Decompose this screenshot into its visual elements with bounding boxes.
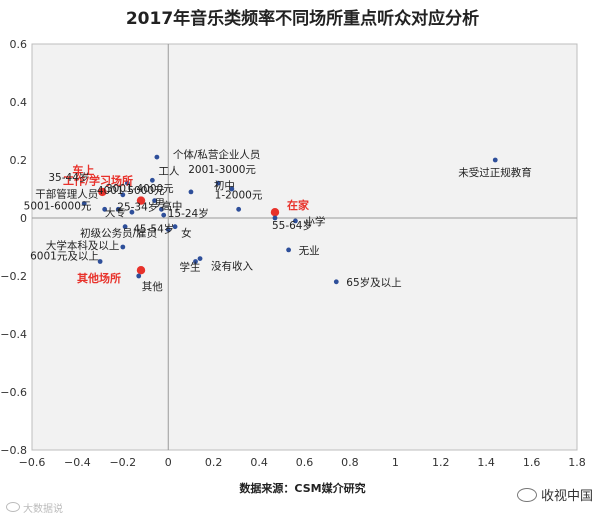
audience-label: 干部管理人员 <box>35 188 98 201</box>
audience-label: 工人 <box>158 165 179 177</box>
audience-label: 35-44岁 <box>48 171 89 184</box>
audience-label: 6001元及以上 <box>30 251 99 263</box>
audience-point <box>136 273 142 279</box>
audience-label: 大专 <box>105 206 126 219</box>
audience-point <box>97 259 103 264</box>
x-tick-label: 0 <box>165 456 172 469</box>
audience-point <box>149 177 155 183</box>
y-tick-label: 0 <box>20 212 27 225</box>
audience-label: 45-54岁 <box>133 223 174 236</box>
audience-point <box>115 206 121 212</box>
watermark-right: 收视中国 <box>516 485 593 504</box>
location-point <box>136 196 146 205</box>
y-tick-label: 0.4 <box>10 96 28 109</box>
audience-label: 4001-5000元 <box>97 185 165 197</box>
audience-point <box>122 224 128 230</box>
audience-point <box>152 198 158 204</box>
audience-point <box>236 206 242 212</box>
audience-point <box>129 209 135 215</box>
wechat-icon <box>516 488 537 502</box>
y-tick-label: −0.4 <box>0 328 27 341</box>
audience-label: 初中 <box>214 179 235 192</box>
y-tick-label: 0.6 <box>10 38 28 51</box>
x-tick-label: −0.6 <box>19 456 46 469</box>
audience-label: 没有收入 <box>211 260 253 273</box>
x-tick-label: 1.8 <box>568 456 586 469</box>
y-tick-label: −0.2 <box>0 270 27 283</box>
tick-labels: −0.6 −0.4 −0.2 0 0.2 0.4 0.6 0.8 1 1.2 1.4 1.6 1.8 −0… <box>0 38 585 469</box>
x-tick-label: 1.4 <box>477 456 495 469</box>
audience-point <box>161 212 167 218</box>
audience-label: 大学本科及以上 <box>46 239 120 252</box>
location-label: 其他场所 <box>77 271 121 285</box>
audience-point <box>188 189 194 195</box>
y-tick-label: 0.2 <box>10 154 28 167</box>
audience-point <box>215 180 221 186</box>
audience-label: 15-24岁 <box>168 207 209 220</box>
audience-label: 其他 <box>142 280 163 293</box>
audience-label: 25-34岁 <box>117 200 158 213</box>
location-point <box>136 266 146 275</box>
audience-label: 高中 <box>161 199 182 212</box>
audience-label: 未受过正规教育 <box>458 166 532 179</box>
scatter-chart: −0.6 −0.4 −0.2 0 0.2 0.4 0.6 0.8 1 1.2 1.4 1.6 1.8 −0… <box>0 38 585 469</box>
audience-point <box>159 206 164 212</box>
x-tick-label: −0.4 <box>64 456 91 469</box>
x-tick-label: 0.6 <box>296 456 314 469</box>
audience-label: 初级公务员/雇员 <box>80 227 157 240</box>
audience-point <box>286 247 292 253</box>
location-point <box>270 208 280 217</box>
location-label: 在家 <box>287 198 310 212</box>
audience-point <box>172 224 178 230</box>
audience-point <box>197 256 203 261</box>
watermark-left: 大数据说 <box>6 500 63 515</box>
x-tick-label: 0.8 <box>341 456 359 469</box>
y-tick-label: −0.6 <box>0 386 27 399</box>
location-label: 工作/学习场所 <box>63 174 133 188</box>
x-tick-label: 1.2 <box>432 456 450 469</box>
x-tick-label: 0.4 <box>250 456 268 469</box>
data-points <box>81 154 498 285</box>
watermark-right-label: 收视中国 <box>540 489 593 504</box>
audience-label: 3001-4000元 <box>106 183 174 195</box>
audience-point <box>102 206 108 212</box>
x-tick-label: 1 <box>392 456 399 469</box>
y-tick-label: −0.8 <box>0 444 27 457</box>
x-tick-label: 0.2 <box>205 456 223 469</box>
watermark-left-label: 大数据说 <box>23 504 63 515</box>
audience-point <box>272 215 278 221</box>
audience-label: 2001-3000元 <box>188 164 256 176</box>
x-tick-label: 1.6 <box>523 456 541 469</box>
audience-point <box>120 192 126 198</box>
audience-point <box>165 227 171 233</box>
audience-point <box>124 180 130 186</box>
audience-label: 1-2000元 <box>215 189 263 201</box>
x-tick-label: −0.2 <box>109 456 136 469</box>
audience-label: 55-64岁 <box>272 219 313 232</box>
audience-point <box>229 186 235 192</box>
audience-point <box>120 244 126 250</box>
chart-title: 2017年音乐类频率不同场所重点听众对应分析 <box>125 9 480 29</box>
audience-label: 男 <box>155 198 166 210</box>
audience-label: 65岁及以上 <box>346 276 401 289</box>
axes-layer <box>32 44 577 450</box>
audience-point <box>193 259 198 264</box>
location-label: 车上 <box>72 163 94 177</box>
audience-label: 女 <box>181 227 192 240</box>
audience-label: 小学 <box>304 215 325 228</box>
audience-label: 无业 <box>299 245 320 257</box>
audience-point <box>333 279 339 285</box>
weibo-icon <box>6 502 20 512</box>
audience-point <box>154 154 160 160</box>
audience-label: 学生 <box>180 261 201 274</box>
audience-label: 5001-6000元 <box>24 200 92 212</box>
audience-point <box>492 157 498 163</box>
audience-point <box>81 201 87 206</box>
location-point <box>98 187 107 197</box>
data-source-note: 数据来源：CSM媒介研究 <box>239 482 366 495</box>
audience-point <box>293 218 298 224</box>
audience-label: 个体/私营企业人员 <box>173 148 261 161</box>
